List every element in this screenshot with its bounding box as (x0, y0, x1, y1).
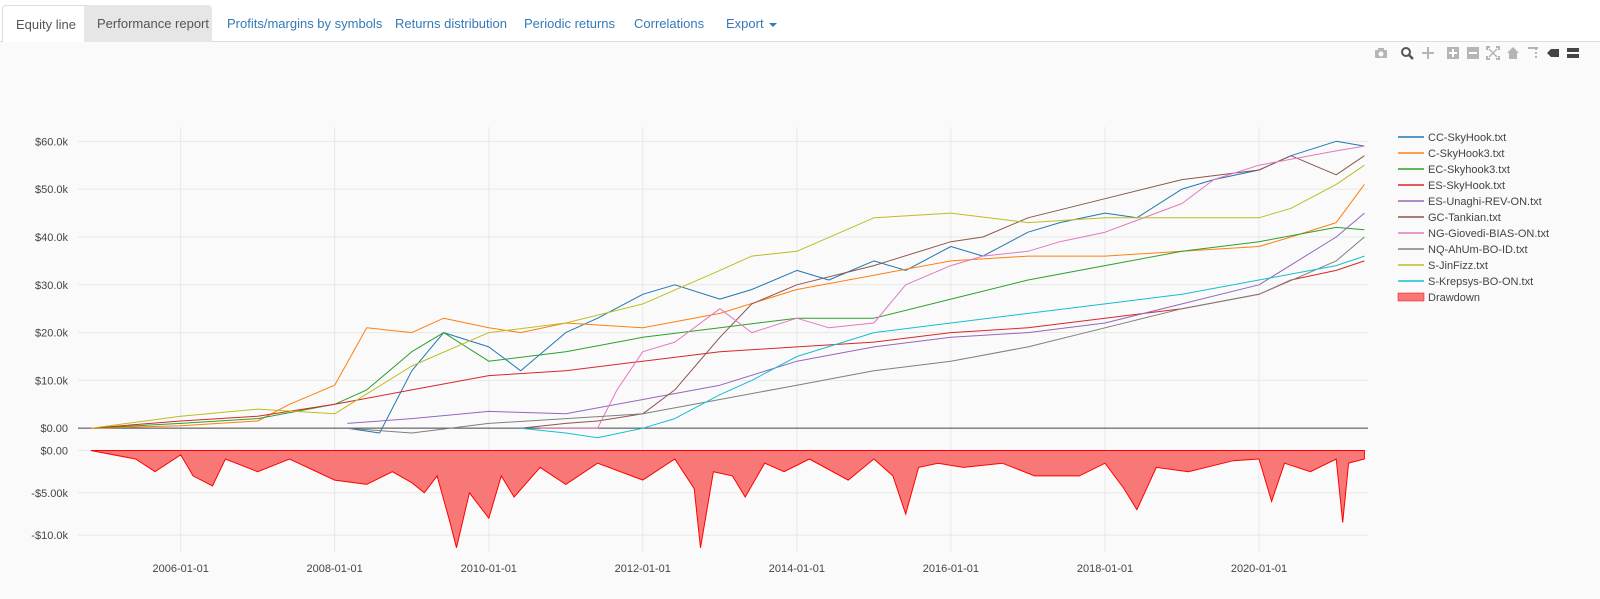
drawdown-area (90, 450, 1365, 548)
y-tick-label: $40.0k (35, 232, 69, 244)
x-tick-label: 2020-01-01 (1231, 563, 1287, 575)
autoscale-icon[interactable] (1486, 46, 1500, 60)
x-tick-label: 2018-01-01 (1077, 563, 1133, 575)
tab-export[interactable]: Export (713, 5, 790, 42)
legend-entry: Drawdown (1428, 292, 1480, 304)
tab-correlations[interactable]: Correlations (634, 16, 705, 31)
zoom-in-icon[interactable] (1446, 46, 1460, 60)
x-tick-label: 2008-01-01 (307, 563, 363, 575)
camera-icon[interactable] (1374, 46, 1388, 60)
legend[interactable]: CC-SkyHook.txt C-SkyHook3.txt EC-Skyhook3.… (1397, 132, 1549, 304)
legend-entry: EC-Skyhook3.txt (1428, 164, 1510, 176)
legend-entry: ES-SkyHook.txt (1428, 180, 1505, 192)
x-tick-label: 2014-01-01 (769, 563, 825, 575)
legend-entry: CC-SkyHook.txt (1428, 132, 1506, 144)
legend-entry: GC-Tankian.txt (1428, 212, 1501, 224)
legend-entry: C-SkyHook3.txt (1428, 148, 1504, 160)
legend-entry: S-JinFizz.txt (1428, 260, 1488, 272)
tab-profits-margins[interactable]: Profits/margins by symbols (227, 16, 383, 31)
series-line (347, 212, 1365, 424)
tab-bar: Equity line Performance report Profits/m… (0, 0, 1600, 43)
pan-icon[interactable] (1421, 46, 1435, 60)
series-line (347, 236, 1365, 434)
x-tick-label: 2006-01-01 (153, 563, 209, 575)
reset-axes-icon[interactable] (1506, 46, 1520, 60)
dd-y-tick-label: -$5.00k (31, 488, 68, 500)
equity-plot (90, 140, 1365, 439)
export-label: Export (726, 16, 764, 31)
series-line (520, 155, 1365, 429)
tab-performance-report[interactable]: Performance report (84, 5, 212, 42)
dd-y-tick-label: -$10.0k (31, 530, 68, 542)
legend-entry: S-Krepsys-BO-ON.txt (1428, 276, 1533, 288)
hover-closest-icon[interactable] (1546, 46, 1560, 60)
legend-swatch (1397, 292, 1425, 302)
tab-equity-line[interactable]: Equity line (2, 5, 90, 43)
caret-down-icon (768, 22, 777, 27)
series-line (90, 260, 1365, 429)
series-line (520, 255, 1365, 439)
legend-entry: NQ-AhUm-BO-ID.txt (1428, 244, 1528, 256)
series-line (347, 140, 1365, 434)
series-line (90, 184, 1365, 429)
y-tick-label: $60.0k (35, 136, 69, 148)
series-line (90, 226, 1365, 429)
x-tick-label: 2016-01-01 (923, 563, 979, 575)
hover-compare-icon[interactable] (1566, 46, 1580, 60)
y-tick-label: $10.0k (35, 375, 69, 387)
series-line (540, 145, 1365, 429)
spike-lines-icon[interactable] (1526, 46, 1540, 60)
legend-entry: ES-Unaghi-REV-ON.txt (1428, 196, 1542, 208)
zoom-icon[interactable] (1400, 46, 1414, 60)
y-tick-label: $0.00 (40, 423, 68, 435)
chart-area (0, 42, 1600, 599)
x-tick-label: 2012-01-01 (615, 563, 671, 575)
y-tick-label: $50.0k (35, 184, 69, 196)
grid-lines (78, 127, 1368, 552)
axes: 2006-01-01 2008-01-01 2010-01-01 2012-01-01… (31, 136, 1287, 575)
tab-periodic-returns[interactable]: Periodic returns (524, 16, 616, 31)
tab-returns-distribution[interactable]: Returns distribution (395, 16, 507, 31)
y-tick-label: $30.0k (35, 280, 69, 292)
x-tick-label: 2010-01-01 (461, 563, 517, 575)
drawdown-plot (90, 450, 1365, 548)
series-line (90, 164, 1365, 429)
y-tick-label: $20.0k (35, 328, 69, 340)
dd-y-tick-label: $0.00 (40, 446, 68, 458)
legend-entry: NG-Giovedi-BIAS-ON.txt (1428, 228, 1549, 240)
zoom-out-icon[interactable] (1466, 46, 1480, 60)
